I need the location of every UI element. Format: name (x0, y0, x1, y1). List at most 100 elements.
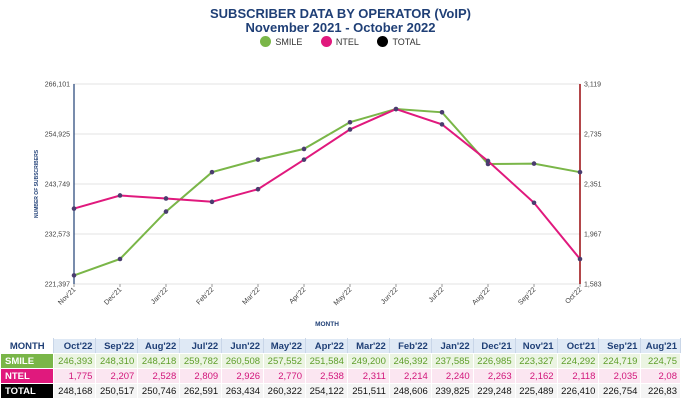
legend-label-smile: SMILE (275, 36, 303, 47)
table-cell: 2,263 (472, 368, 516, 384)
data-point-smile (255, 157, 261, 162)
table-cell: 226,410 (556, 383, 600, 399)
data-point-smile (577, 169, 583, 175)
data-point-ntel (347, 127, 353, 132)
table-cell: 250,746 (137, 383, 181, 399)
table-cell: 259,782 (179, 353, 223, 369)
table-row-label: NTEL (0, 368, 55, 384)
data-point-smile (71, 273, 77, 278)
legend-label-ntel: NTEL (335, 36, 359, 47)
table-cell: 251,511 (346, 383, 390, 399)
legend-dot-smile (260, 36, 272, 47)
table-cell: 262,591 (179, 383, 223, 399)
legend-dot-ntel (320, 36, 332, 47)
table-header-cell: Mar'22 (346, 338, 390, 354)
data-point-smile (531, 161, 537, 166)
table-header-cell: Apr'22 (305, 338, 348, 354)
data-table: MONTH Oct'22 Sep'22 Aug'22 Jul'22 Jun'22 May'… (0, 338, 681, 399)
table-header-cell: Nov'21 (514, 338, 558, 354)
table-header-cell: Aug'21 (640, 338, 681, 354)
data-point-ntel (439, 122, 445, 127)
table-cell: 2,035 (598, 368, 642, 384)
y-tick-label-right: 3,119 (584, 82, 601, 89)
data-point-ntel (485, 158, 491, 164)
x-tick-label: Jul'22 (428, 286, 446, 304)
table-cell: 260,508 (221, 353, 265, 369)
table-cell: 2,214 (388, 368, 432, 384)
table-cell: 254,122 (305, 383, 348, 399)
data-point-ntel (163, 196, 169, 201)
table-cell: 248,168 (53, 383, 97, 399)
table-row-total: TOTAL 248,168 250,517 250,746 262,591 263,43… (0, 383, 681, 399)
data-point-smile (347, 119, 353, 125)
y-tick-label-right: 2,351 (584, 182, 602, 189)
table-cell: 263,434 (221, 383, 265, 399)
table-header-cell: Oct'22 (53, 338, 97, 354)
data-point-ntel (71, 206, 77, 211)
x-tick-label: Sep'22 (517, 286, 537, 306)
table-cell: 224,292 (556, 353, 600, 369)
y-tick-label-left: 254,925 (45, 132, 70, 139)
table-cell: 239,825 (430, 383, 474, 399)
table-header-cell: Jan'22 (430, 338, 474, 354)
table-cell: 251,584 (305, 353, 348, 369)
x-tick-label: Feb'22 (195, 286, 215, 306)
x-tick-label: Jan'22 (150, 286, 169, 305)
x-tick-label: Apr'22 (288, 286, 307, 305)
series-line-ntel (73, 108, 581, 260)
table-cell: 246,393 (53, 353, 97, 369)
table-cell: 257,552 (263, 353, 307, 369)
data-point-ntel (255, 186, 261, 192)
table-cell: 2,08 (640, 368, 681, 384)
table-row-ntel: NTEL 1,775 2,207 2,528 2,809 2,926 2,770 2,538… (0, 368, 681, 384)
table-cell: 2,118 (556, 368, 600, 384)
legend-item-ntel[interactable]: NTEL (320, 36, 359, 47)
data-point-ntel (209, 199, 215, 205)
x-tick-label: Oct'22 (564, 286, 583, 305)
table-header-cell: Sep'22 (95, 338, 139, 354)
table-cell: 2,162 (514, 368, 558, 384)
legend-item-total[interactable]: TOTAL (377, 36, 421, 47)
data-point-smile (209, 169, 215, 175)
table-header-row: MONTH Oct'22 Sep'22 Aug'22 Jul'22 Jun'22 May'… (0, 338, 681, 354)
series-line-smile (73, 107, 581, 277)
table-cell: 260,322 (263, 383, 307, 399)
data-point-smile (439, 109, 445, 115)
y-tick-label-left: 232,573 (45, 232, 70, 239)
table-cell: 226,83 (640, 383, 681, 399)
data-point-smile (301, 146, 307, 152)
x-tick-label: May'22 (333, 286, 354, 307)
data-point-smile (117, 256, 123, 262)
table-cell: 2,770 (263, 368, 307, 384)
table-cell: 248,218 (137, 353, 181, 369)
x-tick-label: Aug'22 (471, 286, 491, 306)
table-header-cell: Jun'22 (221, 338, 265, 354)
table-cell: 246,392 (388, 353, 432, 369)
legend-dot-total (377, 36, 389, 47)
table-cell: 224,75 (640, 353, 681, 369)
table-cell: 2,926 (221, 368, 265, 384)
table-cell: 1,775 (53, 368, 97, 384)
x-axis-title: MONTH (315, 321, 339, 328)
table-cell: 223,327 (514, 353, 558, 369)
y-tick-label-right: 2,735 (584, 132, 602, 139)
table-cell: 2,311 (346, 368, 390, 384)
table-header-month: MONTH (0, 338, 55, 354)
table-header-cell: Dec'21 (472, 338, 516, 354)
table-row-label: SMILE (0, 353, 55, 369)
legend-item-smile[interactable]: SMILE (260, 36, 302, 47)
table-cell: 2,538 (305, 368, 348, 384)
y-tick-label-right: 1,967 (584, 232, 602, 239)
y-tick-label-left: 266,101 (45, 82, 70, 89)
table-header-cell: May'22 (263, 338, 307, 354)
data-point-ntel (577, 256, 583, 262)
table-cell: 226,985 (472, 353, 516, 369)
table-cell: 225,489 (514, 383, 558, 399)
data-point-smile (163, 209, 169, 214)
chart-title: SUBSCRIBER DATA BY OPERATOR (VoIP) (210, 6, 471, 21)
table-cell: 229,248 (472, 383, 516, 399)
table-cell: 2,240 (430, 368, 474, 384)
x-tick-label: Jun'22 (380, 286, 399, 305)
table-cell: 226,754 (598, 383, 642, 399)
table-row-label: TOTAL (0, 383, 55, 399)
